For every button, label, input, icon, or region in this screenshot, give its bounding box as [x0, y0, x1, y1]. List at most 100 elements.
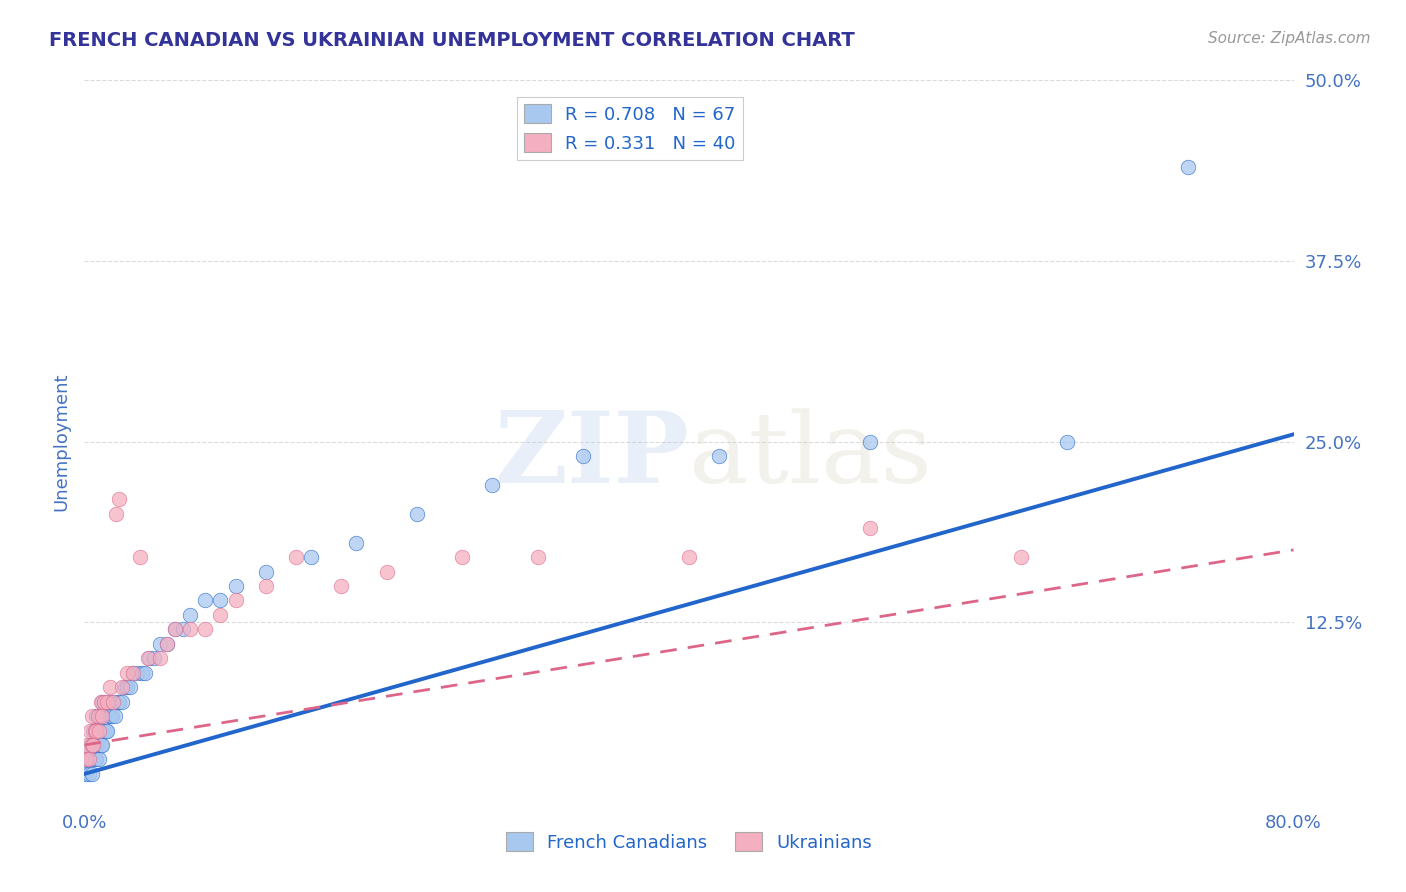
Text: Source: ZipAtlas.com: Source: ZipAtlas.com [1208, 31, 1371, 46]
Point [105, 507, 128, 521]
Point [89, 709, 111, 723]
Point [1177, 160, 1199, 174]
Point [82, 723, 104, 738]
Point [149, 651, 172, 665]
Point [91, 709, 114, 723]
Point [111, 680, 134, 694]
Point [97, 709, 120, 723]
Point [98, 680, 121, 694]
Point [101, 695, 124, 709]
Point [859, 434, 882, 449]
Point [149, 637, 172, 651]
Point [76, 738, 98, 752]
Point [194, 593, 217, 607]
Point [209, 607, 232, 622]
Point [93, 695, 115, 709]
Point [90, 709, 112, 723]
Point [115, 680, 138, 694]
Point [100, 709, 122, 723]
Point [129, 550, 152, 565]
Point [77, 752, 100, 766]
Point [375, 565, 398, 579]
Point [84, 738, 107, 752]
Point [118, 680, 141, 694]
Point [101, 695, 124, 709]
Text: FRENCH CANADIAN VS UKRAINIAN UNEMPLOYMENT CORRELATION CHART: FRENCH CANADIAN VS UKRAINIAN UNEMPLOYMEN… [49, 31, 855, 50]
Point [82, 738, 104, 752]
Point [179, 623, 201, 637]
Point [79, 738, 101, 752]
Point [96, 695, 118, 709]
Point [77, 752, 100, 766]
Point [108, 695, 131, 709]
Point [156, 637, 179, 651]
Point [87, 709, 110, 723]
Point [254, 579, 277, 593]
Point [91, 695, 114, 709]
Point [90, 738, 112, 752]
Point [330, 579, 353, 593]
Point [89, 752, 111, 766]
Point [127, 665, 149, 680]
Point [165, 623, 187, 637]
Point [89, 723, 111, 738]
Point [80, 738, 103, 752]
Point [80, 738, 103, 752]
Point [89, 723, 111, 738]
Point [86, 752, 108, 766]
Point [156, 637, 179, 651]
Point [131, 665, 153, 680]
Point [254, 565, 277, 579]
Point [572, 449, 595, 463]
Point [165, 623, 187, 637]
Point [481, 478, 503, 492]
Point [225, 593, 247, 607]
Point [108, 492, 131, 507]
Point [86, 709, 108, 723]
Point [86, 723, 108, 738]
Point [76, 752, 98, 766]
Point [346, 535, 368, 549]
Point [1011, 550, 1033, 565]
Point [93, 723, 115, 738]
Point [225, 579, 247, 593]
Point [406, 507, 429, 521]
Text: atlas: atlas [689, 409, 932, 504]
Text: ZIP: ZIP [494, 408, 689, 505]
Point [527, 550, 550, 565]
Point [179, 607, 201, 622]
Point [136, 651, 159, 665]
Point [79, 723, 101, 738]
Point [79, 752, 101, 766]
Point [138, 651, 160, 665]
Point [84, 723, 107, 738]
Point [194, 623, 217, 637]
Point [87, 723, 110, 738]
Point [285, 550, 308, 565]
Point [80, 752, 103, 766]
Point [80, 767, 103, 781]
Point [82, 738, 104, 752]
Point [172, 623, 194, 637]
Point [134, 665, 156, 680]
Legend: French Canadians, Ukrainians: French Canadians, Ukrainians [499, 824, 879, 859]
Point [91, 738, 114, 752]
Point [98, 709, 121, 723]
Point [96, 723, 118, 738]
Point [121, 665, 143, 680]
Point [104, 709, 127, 723]
Point [299, 550, 322, 565]
Point [93, 695, 115, 709]
Point [451, 550, 474, 565]
Point [114, 680, 136, 694]
Point [111, 695, 134, 709]
Point [107, 695, 129, 709]
Point [90, 695, 112, 709]
Point [80, 709, 103, 723]
Point [96, 695, 118, 709]
Point [75, 752, 97, 766]
Point [209, 593, 232, 607]
Point [84, 752, 107, 766]
Y-axis label: Unemployment: Unemployment [52, 372, 70, 511]
Point [1056, 434, 1078, 449]
